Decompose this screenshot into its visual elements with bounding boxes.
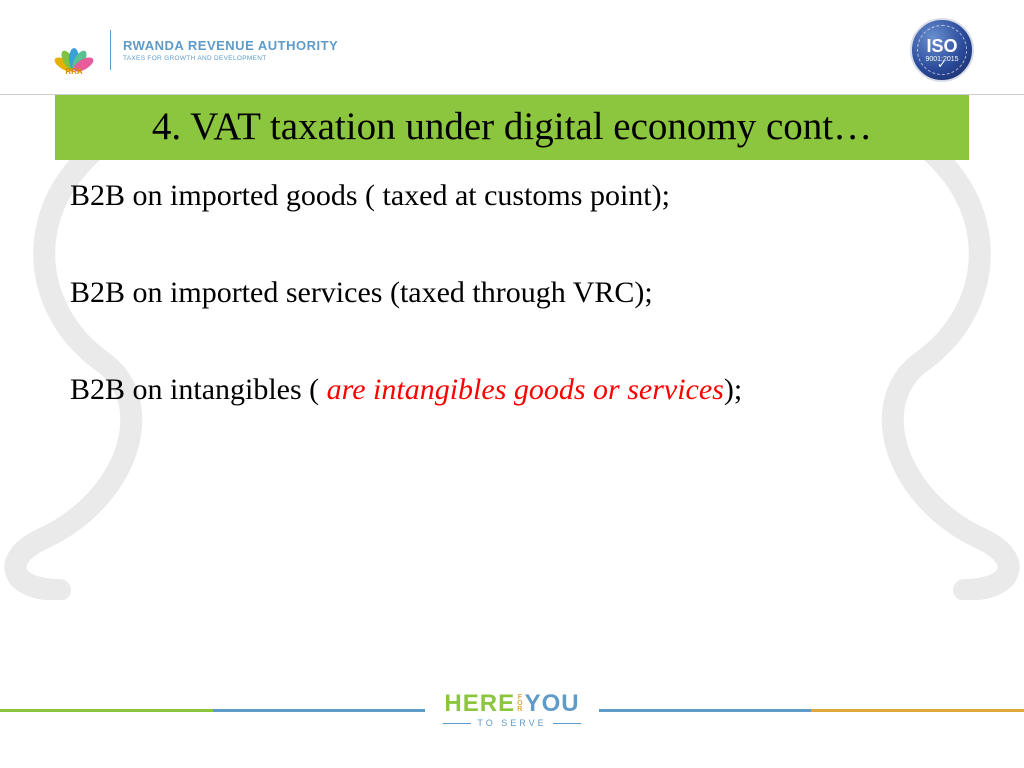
iso-label: ISO <box>926 37 957 55</box>
slide-body: B2B on imported goods ( taxed at customs… <box>0 160 1024 409</box>
logo-divider <box>110 30 111 70</box>
org-logo: RRA RWANDA REVENUE AUTHORITY TAXES FOR G… <box>50 26 338 74</box>
footer-rule-green <box>0 709 213 712</box>
org-name: RWANDA REVENUE AUTHORITY <box>123 38 338 53</box>
body-line-1: B2B on imported goods ( taxed at customs… <box>70 176 954 215</box>
body-line-3-pre: B2B on intangibles ( <box>70 373 327 406</box>
slide-title: 4. VAT taxation under digital economy co… <box>75 103 949 152</box>
check-icon: ✓ <box>937 57 947 72</box>
rra-flower-icon: RRA <box>50 26 98 74</box>
footer-serve: TO SERVE <box>443 718 580 728</box>
footer: HERE FOR YOU TO SERVE <box>0 680 1024 740</box>
org-tagline: TAXES FOR GROWTH AND DEVELOPMENT <box>123 55 338 62</box>
footer-here: HERE <box>444 692 515 716</box>
body-line-2: B2B on imported services (taxed through … <box>70 273 954 312</box>
body-line-3-emphasis: are intangibles goods or services <box>327 373 724 406</box>
iso-badge-icon: ISO 9001:2015 ✓ <box>910 18 974 82</box>
footer-you: YOU <box>525 692 580 716</box>
body-line-3-post: ); <box>724 373 742 406</box>
footer-rule-blue-right <box>599 709 812 712</box>
footer-logo: HERE FOR YOU TO SERVE <box>425 692 598 728</box>
footer-rule-amber <box>811 709 1024 712</box>
footer-rule-blue-left <box>213 709 426 712</box>
title-band: 4. VAT taxation under digital economy co… <box>55 95 969 160</box>
footer-for: FOR <box>517 695 522 714</box>
header: RRA RWANDA REVENUE AUTHORITY TAXES FOR G… <box>0 0 1024 95</box>
body-line-3: B2B on intangibles ( are intangibles goo… <box>70 370 954 409</box>
rra-abbr: RRA <box>65 67 82 76</box>
